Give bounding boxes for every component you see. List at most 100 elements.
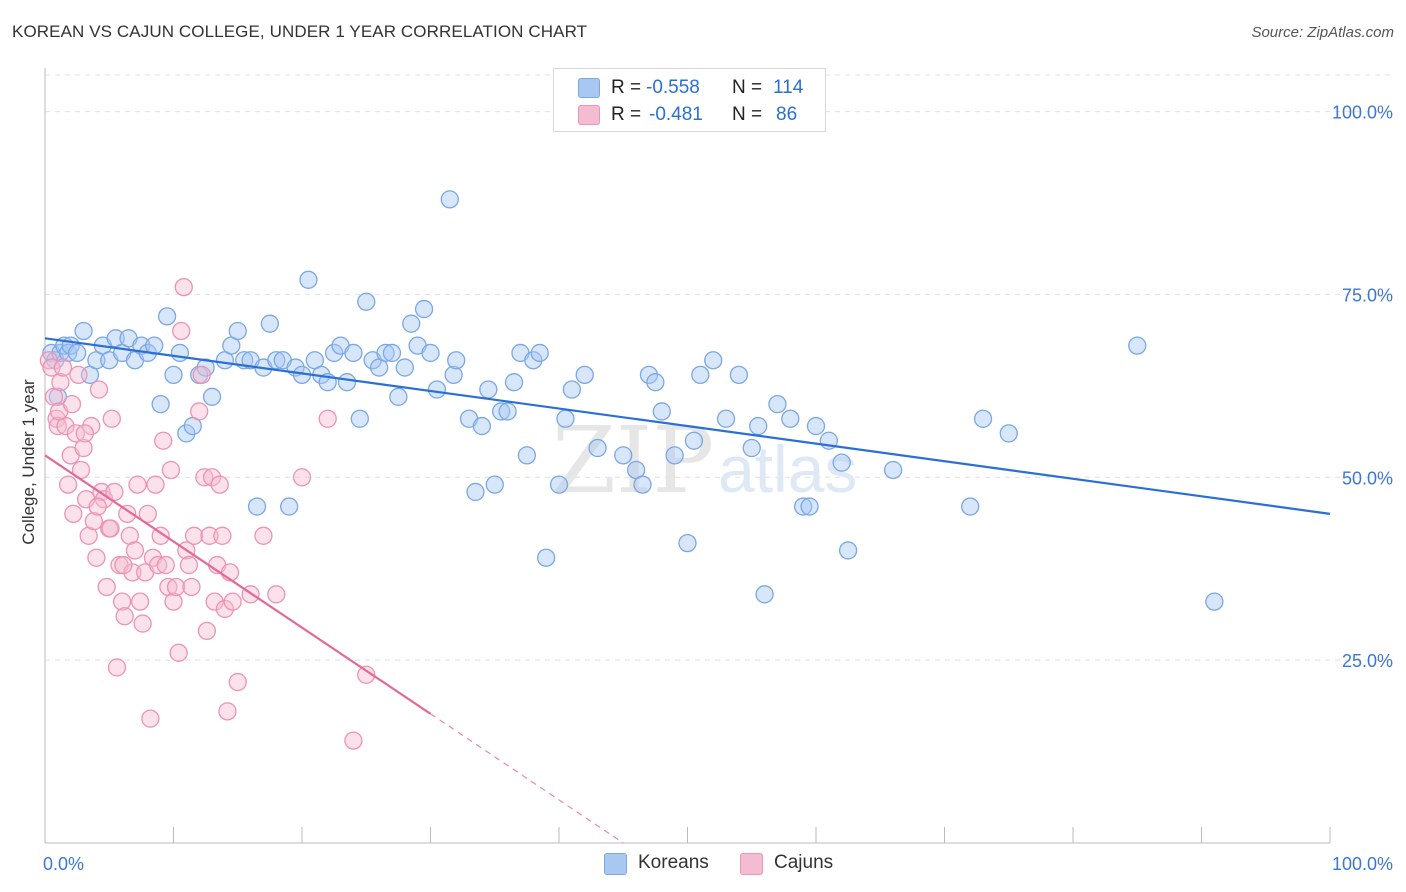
cajuns-r-value: -0.481 bbox=[649, 104, 703, 125]
cajuns-point-6 bbox=[53, 358, 73, 377]
cajuns-point-76 bbox=[292, 468, 312, 487]
cajuns-point-66 bbox=[210, 475, 229, 494]
cajuns-point-35 bbox=[128, 475, 147, 494]
koreans-point-54 bbox=[376, 343, 395, 363]
koreans-point-110 bbox=[973, 409, 993, 428]
koreans-point-98 bbox=[749, 416, 768, 436]
cajuns-point-63 bbox=[202, 468, 222, 487]
koreans-point-21 bbox=[157, 307, 177, 326]
cajuns-point-22 bbox=[94, 490, 114, 509]
cajuns-point-43 bbox=[148, 555, 168, 575]
koreans-point-84 bbox=[614, 446, 633, 465]
koreans-point-72 bbox=[498, 402, 517, 421]
koreans-point-7 bbox=[67, 343, 87, 363]
koreans-point-102 bbox=[794, 497, 813, 516]
cajuns-point-83 bbox=[88, 497, 107, 516]
cajuns-point-56 bbox=[182, 577, 201, 597]
koreans-point-22 bbox=[164, 365, 183, 385]
y-tick-label-25: 25.0% bbox=[1342, 651, 1393, 671]
koreans-point-79 bbox=[549, 475, 569, 494]
points-layer bbox=[39, 190, 1224, 750]
cajuns-point-27 bbox=[107, 658, 127, 677]
watermark-zip: ZIP bbox=[552, 407, 714, 514]
cajuns-trend-line bbox=[44, 454, 432, 715]
cajuns-point-52 bbox=[172, 321, 191, 341]
cajuns-legend-swatch bbox=[740, 853, 763, 875]
cajuns-point-82 bbox=[75, 424, 94, 443]
cajuns-point-8 bbox=[58, 475, 78, 494]
koreans-point-76 bbox=[524, 351, 543, 370]
koreans-legend-label: Koreans bbox=[638, 852, 709, 873]
cajuns-point-51 bbox=[169, 643, 188, 662]
y-tick-label-75: 75.0% bbox=[1342, 285, 1393, 305]
koreans-point-67 bbox=[466, 482, 485, 502]
chart-title: KOREAN VS CAJUN COLLEGE, UNDER 1 YEAR CO… bbox=[12, 22, 588, 41]
cajuns-r-label: R = bbox=[611, 104, 642, 125]
koreans-point-96 bbox=[729, 365, 749, 385]
cajuns-point-64 bbox=[205, 592, 224, 611]
cajuns-point-42 bbox=[146, 475, 165, 494]
cajuns-point-36 bbox=[130, 592, 150, 611]
x-tick-label-max: 100.0% bbox=[1332, 854, 1393, 874]
cajuns-point-20 bbox=[89, 380, 109, 399]
cajuns-point-48 bbox=[161, 460, 181, 480]
cajuns-point-57 bbox=[184, 526, 204, 545]
koreans-point-36 bbox=[260, 314, 280, 333]
y-axis-title: College, Under 1 year bbox=[19, 379, 38, 545]
koreans-point-103 bbox=[800, 497, 819, 516]
stats-legend: R = -0.558 N = 114 R = -0.481 N = 86 bbox=[553, 68, 826, 132]
koreans-point-80 bbox=[556, 409, 575, 428]
cajuns-point-17 bbox=[82, 416, 101, 436]
koreans-point-23 bbox=[170, 343, 190, 363]
koreans-point-2 bbox=[48, 387, 67, 406]
koreans-n-label: N = bbox=[732, 77, 763, 98]
cajuns-n-value: 86 bbox=[776, 104, 798, 125]
cajuns-point-68 bbox=[215, 599, 235, 619]
x-tick-label-min: 0.0% bbox=[43, 854, 84, 874]
koreans-trend-line bbox=[44, 337, 1331, 515]
cajuns-point-18 bbox=[84, 512, 103, 531]
koreans-point-70 bbox=[485, 475, 504, 494]
koreans-point-39 bbox=[279, 497, 299, 516]
koreans-point-48 bbox=[337, 373, 357, 392]
koreans-point-62 bbox=[427, 380, 447, 399]
cajuns-point-67 bbox=[213, 526, 232, 545]
cajuns-point-23 bbox=[97, 577, 116, 597]
cajuns-point-61 bbox=[197, 621, 217, 641]
cajuns-point-10 bbox=[64, 504, 83, 524]
koreans-point-100 bbox=[768, 394, 787, 414]
koreans-point-78 bbox=[537, 548, 556, 567]
koreans-point-89 bbox=[652, 402, 671, 421]
koreans-point-28 bbox=[202, 387, 222, 406]
cajuns-point-45 bbox=[154, 431, 173, 450]
trend-layer bbox=[44, 337, 1331, 844]
cajuns-legend-label: Cajuns bbox=[774, 852, 834, 873]
cajuns-point-85 bbox=[114, 555, 133, 575]
koreans-point-109 bbox=[961, 497, 980, 516]
koreans-point-20 bbox=[151, 394, 170, 414]
koreans-point-90 bbox=[665, 446, 684, 465]
cajuns-point-58 bbox=[190, 402, 209, 421]
koreans-point-107 bbox=[838, 541, 858, 560]
cajuns-point-39 bbox=[138, 504, 157, 524]
cajuns-point-74 bbox=[254, 526, 273, 545]
koreans-point-93 bbox=[691, 365, 710, 385]
koreans-point-94 bbox=[704, 351, 723, 370]
cajuns-n-label: N = bbox=[732, 104, 763, 125]
koreans-point-55 bbox=[382, 343, 402, 363]
cajuns-point-60 bbox=[195, 468, 214, 487]
koreans-point-42 bbox=[299, 270, 318, 289]
koreans-point-92 bbox=[684, 431, 704, 450]
koreans-point-111 bbox=[999, 424, 1018, 443]
koreans-point-87 bbox=[639, 365, 659, 385]
cajuns-point-71 bbox=[223, 592, 242, 611]
koreans-point-68 bbox=[472, 416, 492, 436]
cajuns-point-75 bbox=[267, 585, 286, 604]
koreans-point-37 bbox=[267, 351, 286, 370]
koreans-n-value: 114 bbox=[773, 77, 804, 98]
koreans-point-8 bbox=[74, 321, 93, 341]
koreans-swatch bbox=[578, 78, 600, 98]
series-koreans bbox=[42, 190, 1224, 611]
koreans-legend-swatch bbox=[604, 853, 627, 875]
koreans-point-95 bbox=[716, 409, 736, 428]
